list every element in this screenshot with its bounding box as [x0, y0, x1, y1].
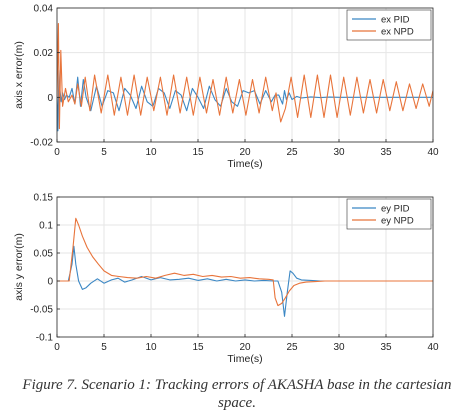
x-tick-label: 30 [333, 342, 345, 353]
x-tick-label: 40 [427, 342, 439, 353]
y-tick-label: 0 [47, 277, 53, 288]
series-line-ex-pid [57, 69, 433, 132]
x-tick-label: 20 [239, 147, 251, 158]
x-tick-label: 25 [286, 147, 298, 158]
figure-caption: Figure 7. Scenario 1: Tracking errors of… [0, 376, 474, 412]
y-tick-label: -0.05 [30, 305, 53, 316]
chart-y-error: 0 5 10 15 20 25 30 35 40 -0.1 -0.05 0 0.05 0.1 0.15 Tim… [13, 193, 439, 366]
x-tick-label: 35 [380, 342, 392, 353]
x-tick-label: 5 [101, 147, 107, 158]
y-tick-label: 0.05 [34, 249, 54, 260]
x-tick-label: 15 [192, 147, 204, 158]
x-tick-label: 5 [101, 342, 107, 353]
legend-label: ey PID [381, 204, 410, 215]
x-tick-label: 10 [145, 147, 157, 158]
y-tick-label: -0.02 [30, 138, 53, 149]
x-tick-label: 40 [427, 147, 439, 158]
y-tick-label: 0.15 [34, 193, 54, 204]
legend-box [346, 9, 432, 41]
chart-x-error: 0 5 10 15 20 25 30 35 40-0.0200.020.04Time(s)axi… [13, 4, 439, 171]
legend-label: ey NPD [381, 216, 414, 227]
x-tick-label: 15 [192, 342, 204, 353]
caption-line-2: space. [218, 395, 256, 411]
series-line-ey-pid [57, 245, 433, 317]
x-tick-label: 25 [286, 342, 298, 353]
x-tick-label: 30 [333, 147, 345, 158]
x-tick-label: 0 [54, 147, 60, 158]
y-tick-label: -0.1 [36, 333, 54, 344]
y-tick-label: 0 [47, 93, 53, 104]
y-tick-label: 0.02 [34, 48, 54, 59]
caption-line-1: Figure 7. Scenario 1: Tracking errors of… [22, 377, 452, 393]
x-tick-label: 0 [54, 342, 60, 353]
y-axis-label: axis x error(m) [13, 41, 25, 109]
y-axis-label: axis y error(m) [13, 233, 25, 301]
series-line-ex-npd [57, 23, 433, 130]
y-tick-label: 0.1 [39, 221, 53, 232]
y-tick-label: 0.04 [34, 4, 54, 15]
x-tick-label: 35 [380, 147, 392, 158]
x-tick-label: 10 [145, 342, 157, 353]
x-axis-label: Time(s) [227, 158, 262, 170]
legend-label: ex PID [381, 15, 410, 26]
x-tick-label: 20 [239, 342, 251, 353]
x-axis-label: Time(s) [227, 353, 262, 365]
legend-box [346, 198, 432, 230]
legend-label: ex NPD [381, 27, 414, 38]
series-line-ey-npd [57, 217, 433, 307]
figure: 0 5 10 15 20 25 30 35 40-0.0200.020.04Time(s)axi… [13, 4, 439, 366]
